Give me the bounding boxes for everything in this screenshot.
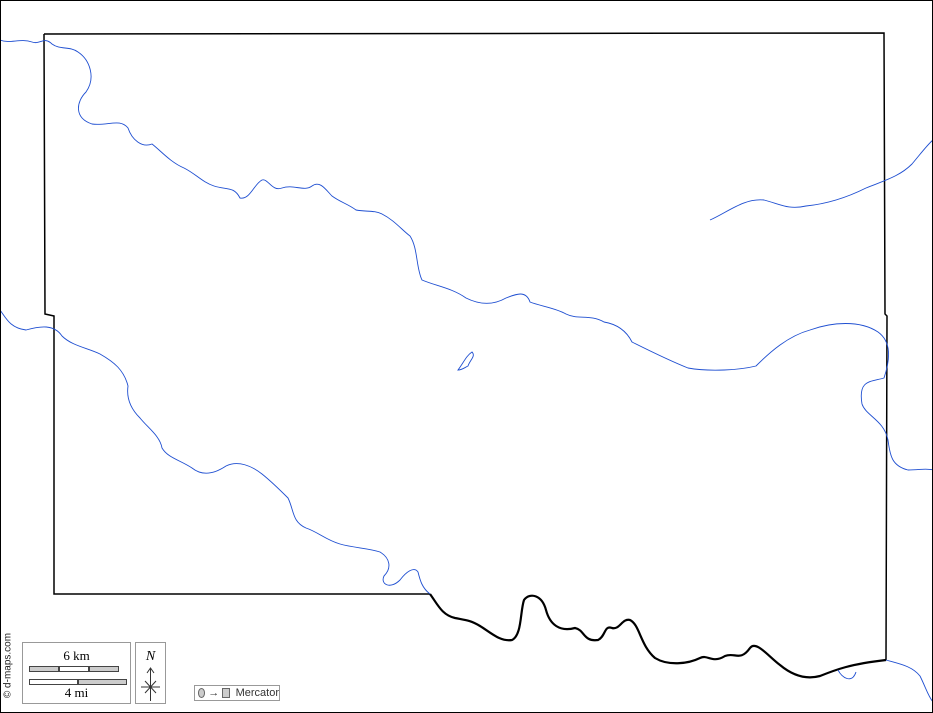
scale-mi-label: 4 mi [64,685,89,700]
compass-north-label: N [145,649,156,664]
scale-km-label: 6 km [63,648,90,663]
river-southeast [837,659,933,703]
river-northeast [709,139,933,221]
globe-circle-icon [198,688,206,698]
river-southwest [0,309,431,595]
scale-km-segment [29,666,59,672]
river-north [0,39,933,471]
scale-mi-segment [29,679,78,685]
projection-arrow: → [208,687,220,699]
scale-mi-segment [78,679,127,685]
map-square-icon [222,688,230,698]
lake [457,351,474,371]
county-boundary [43,32,888,661]
compass-arrow-icon [141,667,160,701]
credit-text: © d-maps.com [2,632,14,699]
scale-km-segment [89,666,119,672]
compass: N [135,642,166,704]
projection-label: Mercator [235,687,279,699]
boundary-river [429,593,887,679]
scale-km-segment [59,666,89,672]
scale-bar: 6 km 4 mi [22,642,131,704]
projection-box: → Mercator [194,685,280,701]
